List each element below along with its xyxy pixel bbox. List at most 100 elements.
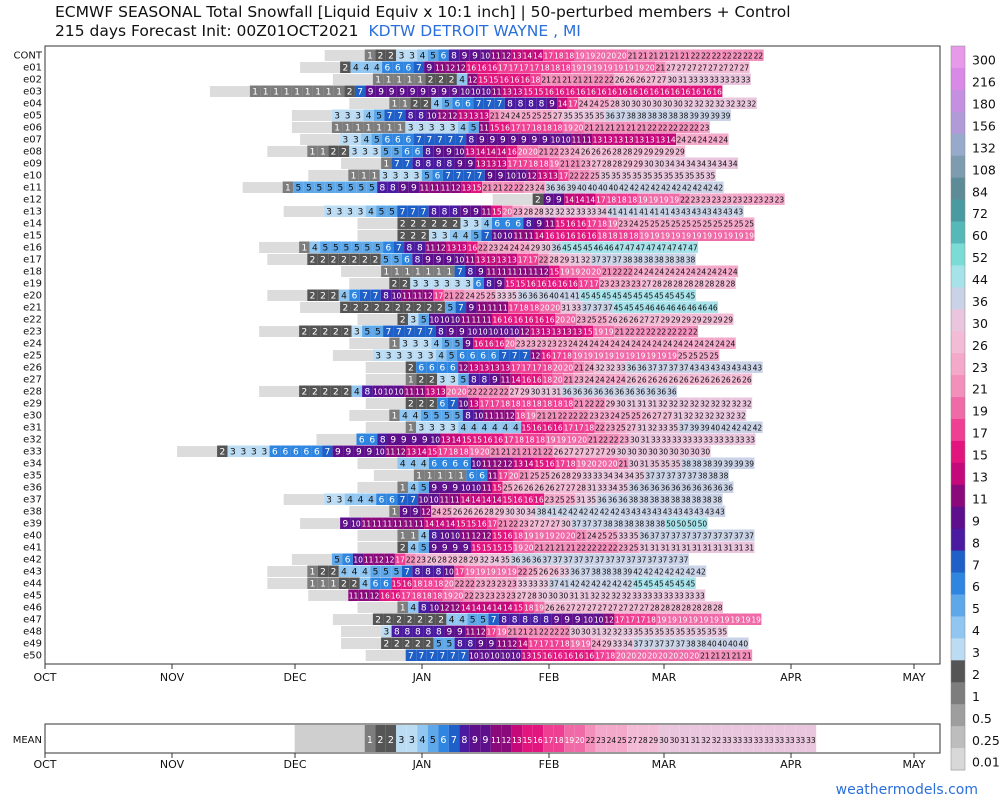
- cell-value: 39: [700, 111, 710, 120]
- cell-value: 23: [754, 195, 764, 204]
- snow-cell: [742, 193, 754, 205]
- cell-value: 30: [701, 447, 711, 456]
- cell-value: 15: [534, 459, 544, 468]
- snow-cell: [563, 421, 574, 433]
- cell-value: 6: [440, 399, 446, 409]
- snow-cell: [697, 61, 708, 73]
- snow-cell: [458, 373, 469, 385]
- snow-cell: [503, 433, 514, 445]
- member-label: e49: [23, 638, 42, 649]
- cell-value: 19: [635, 63, 645, 72]
- cell-value: 8: [467, 267, 473, 277]
- cell-value: 4: [421, 531, 427, 541]
- cell-value: 5: [455, 339, 461, 349]
- cell-value: 22: [722, 51, 732, 60]
- cell-value: 23: [496, 591, 506, 600]
- cell-value: 22: [668, 123, 678, 132]
- cell-value: 7: [416, 63, 422, 73]
- cell-value: 42: [623, 579, 633, 588]
- cell-value: 21: [583, 75, 593, 84]
- cell-value: 37: [744, 531, 754, 540]
- cell-value: 18: [553, 399, 563, 408]
- snow-cell: [434, 61, 446, 73]
- cell-value: 35: [574, 111, 584, 120]
- snow-cell: [693, 277, 705, 289]
- cell-value: 29: [675, 147, 685, 156]
- cell-value: 2: [419, 375, 425, 385]
- cell-value: 7: [362, 291, 368, 301]
- cell-value: 2: [320, 291, 326, 301]
- snow-cell: [488, 385, 499, 397]
- cell-value: 17: [434, 291, 444, 300]
- cell-value: 19: [646, 351, 656, 360]
- member-label: CONT: [14, 50, 43, 61]
- mean-value: 3: [398, 735, 404, 746]
- site-credit[interactable]: weathermodels.com: [835, 782, 978, 798]
- cell-value: 1: [400, 483, 406, 493]
- snow-cell: [573, 109, 584, 121]
- cell-value: 31: [681, 543, 691, 552]
- cell-value: 11: [362, 519, 372, 528]
- cell-value: 16: [520, 75, 530, 84]
- cell-value: 24: [520, 243, 530, 252]
- snow-cell: [554, 217, 566, 229]
- cell-value: 35: [660, 459, 670, 468]
- cell-value: 21: [584, 123, 594, 132]
- snow-cell: [407, 313, 419, 325]
- snow-cell: [414, 349, 426, 361]
- cell-value: 5: [383, 567, 389, 577]
- cell-value: 6: [452, 459, 458, 469]
- cell-value: 11: [364, 555, 374, 564]
- cell-value: 19: [723, 231, 733, 240]
- snow-cell: [680, 85, 691, 97]
- snow-cell: [630, 337, 642, 349]
- cell-value: 25: [530, 471, 540, 480]
- snow-cell: [546, 409, 558, 421]
- member-leadin: [300, 302, 341, 313]
- cell-value: 24: [708, 135, 718, 144]
- cell-value: 16: [534, 315, 544, 324]
- cell-value: 38: [635, 519, 645, 528]
- cell-value: 5: [436, 639, 442, 649]
- snow-cell: [328, 289, 339, 301]
- cell-value: 11: [359, 591, 369, 600]
- cell-value: 21: [562, 75, 572, 84]
- colorbar-swatch: [951, 111, 965, 135]
- cell-value: 6: [404, 255, 410, 265]
- station-location: KDTW DETROIT WAYNE , MI: [368, 22, 581, 40]
- cell-value: 12: [436, 243, 446, 252]
- snow-cell: [697, 517, 708, 529]
- snow-cell: [552, 361, 564, 373]
- cell-value: 2: [421, 219, 427, 229]
- cell-value: 31: [569, 591, 579, 600]
- cell-value: 10: [468, 327, 478, 336]
- cell-value: 29: [702, 315, 712, 324]
- cell-value: 16: [576, 219, 586, 228]
- cell-value: 4: [449, 615, 455, 625]
- member-label: e11: [23, 182, 42, 193]
- member-label: e20: [23, 290, 42, 301]
- cell-value: 23: [475, 591, 485, 600]
- mean-value: 25: [617, 736, 627, 745]
- cell-value: 27: [677, 63, 687, 72]
- cell-value: 31: [592, 627, 602, 636]
- snow-cell: [518, 133, 530, 145]
- snow-cell: [687, 349, 699, 361]
- cell-value: 5: [364, 327, 370, 337]
- cell-value: 2: [375, 615, 381, 625]
- snow-cell: [380, 145, 392, 157]
- member-leadin: [492, 194, 533, 205]
- snow-cell: [544, 313, 555, 325]
- cell-value: 14: [534, 231, 544, 240]
- cell-value: 10: [499, 327, 509, 336]
- cell-value: 31: [640, 435, 650, 444]
- snow-cell: [625, 121, 637, 133]
- member-label: e26: [23, 362, 42, 373]
- mean-month-label: FEB: [539, 758, 560, 771]
- snow-cell: [372, 241, 384, 253]
- cell-value: 26: [453, 507, 463, 516]
- snow-cell: [335, 181, 346, 193]
- snow-cell: [743, 541, 755, 553]
- snow-cell: [506, 289, 518, 301]
- cell-value: 41: [547, 507, 557, 516]
